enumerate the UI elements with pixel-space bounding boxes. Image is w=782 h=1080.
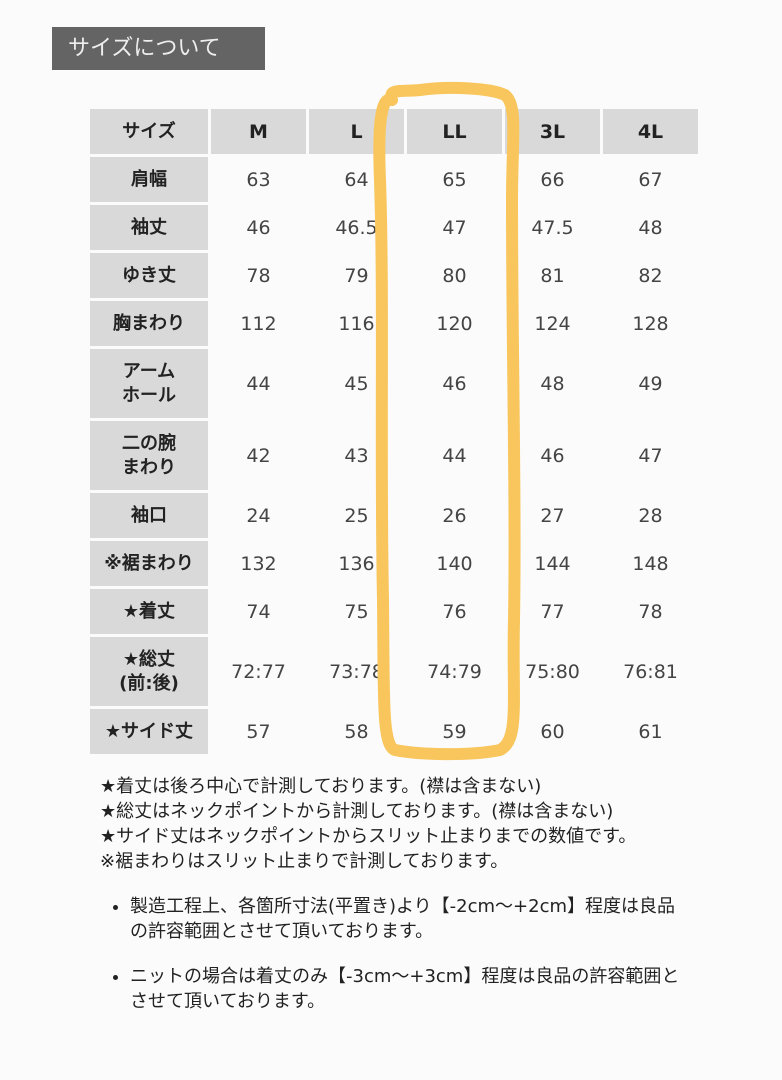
- cell-value: 140: [436, 552, 473, 575]
- table-row: 胸まわり 112 116 120 124 128: [90, 301, 698, 346]
- cell-value: 46: [246, 216, 271, 239]
- cell-value: 78: [638, 600, 663, 623]
- cell-value: 57: [246, 720, 271, 743]
- cell-value: 42: [246, 444, 271, 467]
- cell-value: 112: [240, 312, 277, 335]
- cell-value: 24: [246, 504, 271, 527]
- cell-value: 26: [442, 504, 467, 527]
- cell-value: 73:78: [329, 660, 384, 683]
- row-label: ★総丈 (前:後): [90, 637, 208, 706]
- bullet-item: ニットの場合は着丈のみ【-3cm～+3cm】程度は良品の許容範囲とさせて頂いてお…: [130, 964, 690, 1014]
- note-line: ★サイド丈はネックポイントからスリット止まりまでの数値です。: [100, 826, 637, 847]
- row-label: 胸まわり: [90, 301, 208, 346]
- size-table: サイズ M L LL 3L 4L 肩幅 63 64 65 66 67 袖丈 46 46.5 47 47.5 48 ゆ…: [87, 106, 701, 757]
- cell-value: 47: [442, 216, 467, 239]
- tolerance-list: 製造工程上、各箇所寸法(平置き)より【-2cm～+2cm】程度は良品の許容範囲と…: [100, 894, 690, 1014]
- header-row: サイズ M L LL 3L 4L: [90, 109, 698, 154]
- cell-value: 75:80: [525, 660, 580, 683]
- table-row: ★着丈 74 75 76 77 78: [90, 589, 698, 634]
- cell-value: 63: [246, 168, 271, 191]
- cell-value: 65: [442, 168, 467, 191]
- bullet-item: 製造工程上、各箇所寸法(平置き)より【-2cm～+2cm】程度は良品の許容範囲と…: [130, 894, 690, 944]
- row-label: 肩幅: [90, 157, 208, 202]
- row-label: ※裾まわり: [90, 541, 208, 586]
- cell-value: 48: [540, 372, 565, 395]
- cell-value: 75: [344, 600, 369, 623]
- table-row: 袖丈 46 46.5 47 47.5 48: [90, 205, 698, 250]
- cell-value: 61: [638, 720, 663, 743]
- size-header-ll: LL: [407, 109, 502, 154]
- size-header-4l: 4L: [603, 109, 698, 154]
- cell-value: 80: [442, 264, 467, 287]
- cell-value: 28: [638, 504, 663, 527]
- cell-value: 66: [540, 168, 565, 191]
- table-row: ★サイド丈 57 58 59 60 61: [90, 709, 698, 754]
- cell-value: 81: [540, 264, 565, 287]
- size-header-l: L: [309, 109, 404, 154]
- size-header-3l: 3L: [505, 109, 600, 154]
- cell-value: 64: [344, 168, 369, 191]
- cell-value: 132: [240, 552, 277, 575]
- row-label: ★着丈: [90, 589, 208, 634]
- cell-value: 58: [344, 720, 369, 743]
- cell-value: 72:77: [231, 660, 286, 683]
- row-label: アーム ホール: [90, 349, 208, 418]
- row-label: 二の腕 まわり: [90, 421, 208, 490]
- cell-value: 60: [540, 720, 565, 743]
- cell-value: 43: [344, 444, 369, 467]
- cell-value: 77: [540, 600, 565, 623]
- section-title: サイズについて: [52, 27, 265, 70]
- note-line: ★総丈はネックポイントから計測しております。(襟は含まない): [100, 801, 614, 822]
- cell-value: 67: [638, 168, 663, 191]
- cell-value: 47.5: [531, 216, 574, 239]
- table-row: ※裾まわり 132 136 140 144 148: [90, 541, 698, 586]
- table-row: 二の腕 まわり 42 43 44 46 47: [90, 421, 698, 490]
- cell-value: 116: [338, 312, 375, 335]
- cell-value: 78: [246, 264, 271, 287]
- cell-value: 128: [632, 312, 669, 335]
- cell-value: 48: [638, 216, 663, 239]
- cell-value: 49: [638, 372, 663, 395]
- cell-value: 46: [540, 444, 565, 467]
- cell-value: 120: [436, 312, 473, 335]
- size-header-m: M: [211, 109, 306, 154]
- cell-value: 44: [246, 372, 271, 395]
- cell-value: 76: [442, 600, 467, 623]
- cell-value: 46: [442, 372, 467, 395]
- note-line: ※裾まわりはスリット止まりで計測しております。: [100, 851, 509, 872]
- cell-value: 148: [632, 552, 669, 575]
- row-label: 袖丈: [90, 205, 208, 250]
- cell-value: 74: [246, 600, 271, 623]
- cell-value: 82: [638, 264, 663, 287]
- cell-value: 47: [638, 444, 663, 467]
- cell-value: 25: [344, 504, 369, 527]
- table-row: ★総丈 (前:後) 72:77 73:78 74:79 75:80 76:81: [90, 637, 698, 706]
- notes: ★着丈は後ろ中心で計測しております。(襟は含まない) ★総丈はネックポイントから…: [100, 774, 690, 1034]
- cell-value: 44: [442, 444, 467, 467]
- cell-value: 136: [338, 552, 375, 575]
- table-row: 肩幅 63 64 65 66 67: [90, 157, 698, 202]
- row-label: ゆき丈: [90, 253, 208, 298]
- note-line: ★着丈は後ろ中心で計測しております。(襟は含まない): [100, 776, 542, 797]
- cell-value: 45: [344, 372, 369, 395]
- cell-value: 46.5: [335, 216, 378, 239]
- cell-value: 27: [540, 504, 565, 527]
- table-row: ゆき丈 78 79 80 81 82: [90, 253, 698, 298]
- cell-value: 79: [344, 264, 369, 287]
- cell-value: 76:81: [623, 660, 678, 683]
- cell-value: 144: [534, 552, 571, 575]
- row-label: ★サイド丈: [90, 709, 208, 754]
- table-row: 袖口 24 25 26 27 28: [90, 493, 698, 538]
- cell-value: 74:79: [427, 660, 482, 683]
- row-label: 袖口: [90, 493, 208, 538]
- table-row: アーム ホール 44 45 46 48 49: [90, 349, 698, 418]
- corner-header: サイズ: [90, 109, 208, 154]
- cell-value: 59: [442, 720, 467, 743]
- cell-value: 124: [534, 312, 571, 335]
